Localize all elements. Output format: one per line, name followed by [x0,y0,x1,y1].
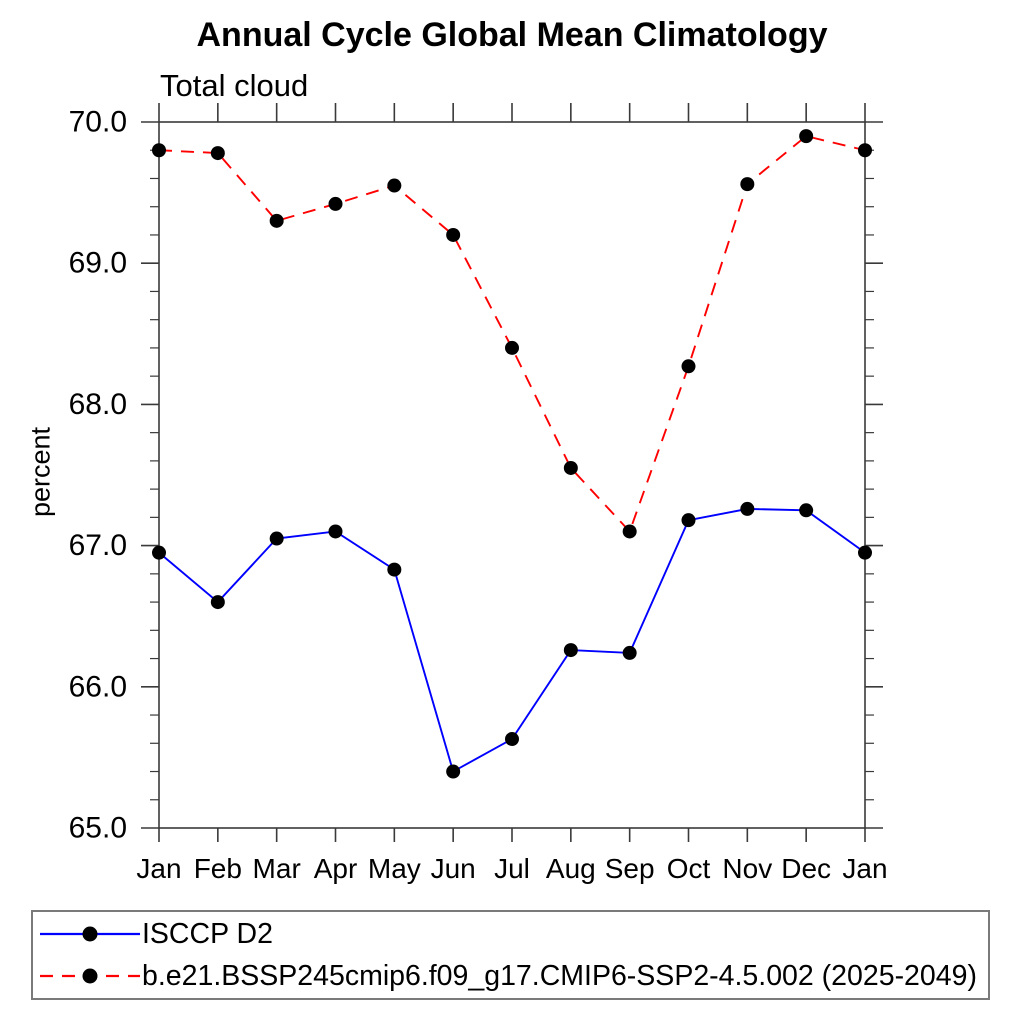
data-point-marker [799,129,814,144]
x-tick-label: Aug [546,853,596,884]
legend-item-model: b.e21.BSSP245cmip6.f09_g17.CMIP6-SSP2-4.… [38,956,988,996]
legend-marker-dot-icon [82,926,98,942]
y-tick-label: 65.0 [69,812,127,845]
plot-frame [158,121,866,829]
data-point-marker [387,562,402,577]
data-point-marker [622,645,637,660]
data-point-marker [269,213,284,228]
data-point-marker [328,524,343,539]
data-point-marker [681,513,696,528]
legend-label-isccp-d2: ISCCP D2 [142,917,273,950]
y-tick-label: 70.0 [69,106,127,139]
data-point-marker [269,531,284,546]
data-point-marker [740,501,755,516]
data-point-marker [740,177,755,192]
chart-subtitle: Total cloud [160,68,309,103]
x-tick-label: Jun [431,853,476,884]
x-tick-label: Mar [253,853,301,884]
data-point-marker [799,503,814,518]
data-point-marker [152,143,166,158]
x-tick-label: Dec [781,853,831,884]
data-point-marker [505,340,519,355]
chart-title: Annual Cycle Global Mean Climatology [196,16,828,54]
legend-label-model: b.e21.BSSP245cmip6.f09_g17.CMIP6-SSP2-4.… [142,959,977,992]
legend-item-isccp-d2: ISCCP D2 [38,914,988,954]
data-point-marker [328,196,343,211]
x-tick-label: Apr [314,853,358,884]
y-tick-label: 69.0 [69,247,127,280]
legend-marker-dot-icon [82,968,98,984]
data-point-marker [681,359,696,374]
y-tick-label: 68.0 [69,388,127,421]
series-model [152,129,872,539]
x-tick-label: Sep [605,853,655,884]
data-point-marker [210,146,225,161]
series-line [158,135,866,534]
x-tick-label: May [368,853,421,884]
data-point-marker [152,545,166,560]
legend-swatch-solid-line [40,926,140,942]
x-tick-label: Jan [842,853,887,884]
data-point-marker [858,545,872,560]
data-point-marker [387,178,402,193]
series-isccp-d2 [152,501,872,779]
x-axis: Jan Feb Mar Apr May Jun Jul Aug Sep Oct Nov Dec Jan [136,103,888,884]
y-tick-label: 66.0 [69,670,127,703]
y-axis: 65.0 66.0 67.0 68.0 69.0 70.0 [69,106,883,845]
data-point-marker [446,764,461,779]
legend: ISCCP D2 b.e21.BSSP245cmip6.f09_g17.CMIP… [31,910,990,1000]
x-tick-label: Nov [722,853,772,884]
x-tick-label: Jan [136,853,181,884]
data-point-marker [446,227,461,242]
data-point-marker [858,143,872,158]
x-tick-label: Feb [194,853,242,884]
x-tick-label: Jul [494,853,530,884]
data-point-marker [563,460,578,475]
data-point-marker [210,595,225,610]
data-point-marker [622,524,637,539]
x-tick-label: Oct [667,853,711,884]
data-point-marker [505,732,519,747]
y-tick-label: 67.0 [69,529,127,562]
data-point-marker [563,643,578,658]
legend-swatch-dashed-line [40,968,140,984]
